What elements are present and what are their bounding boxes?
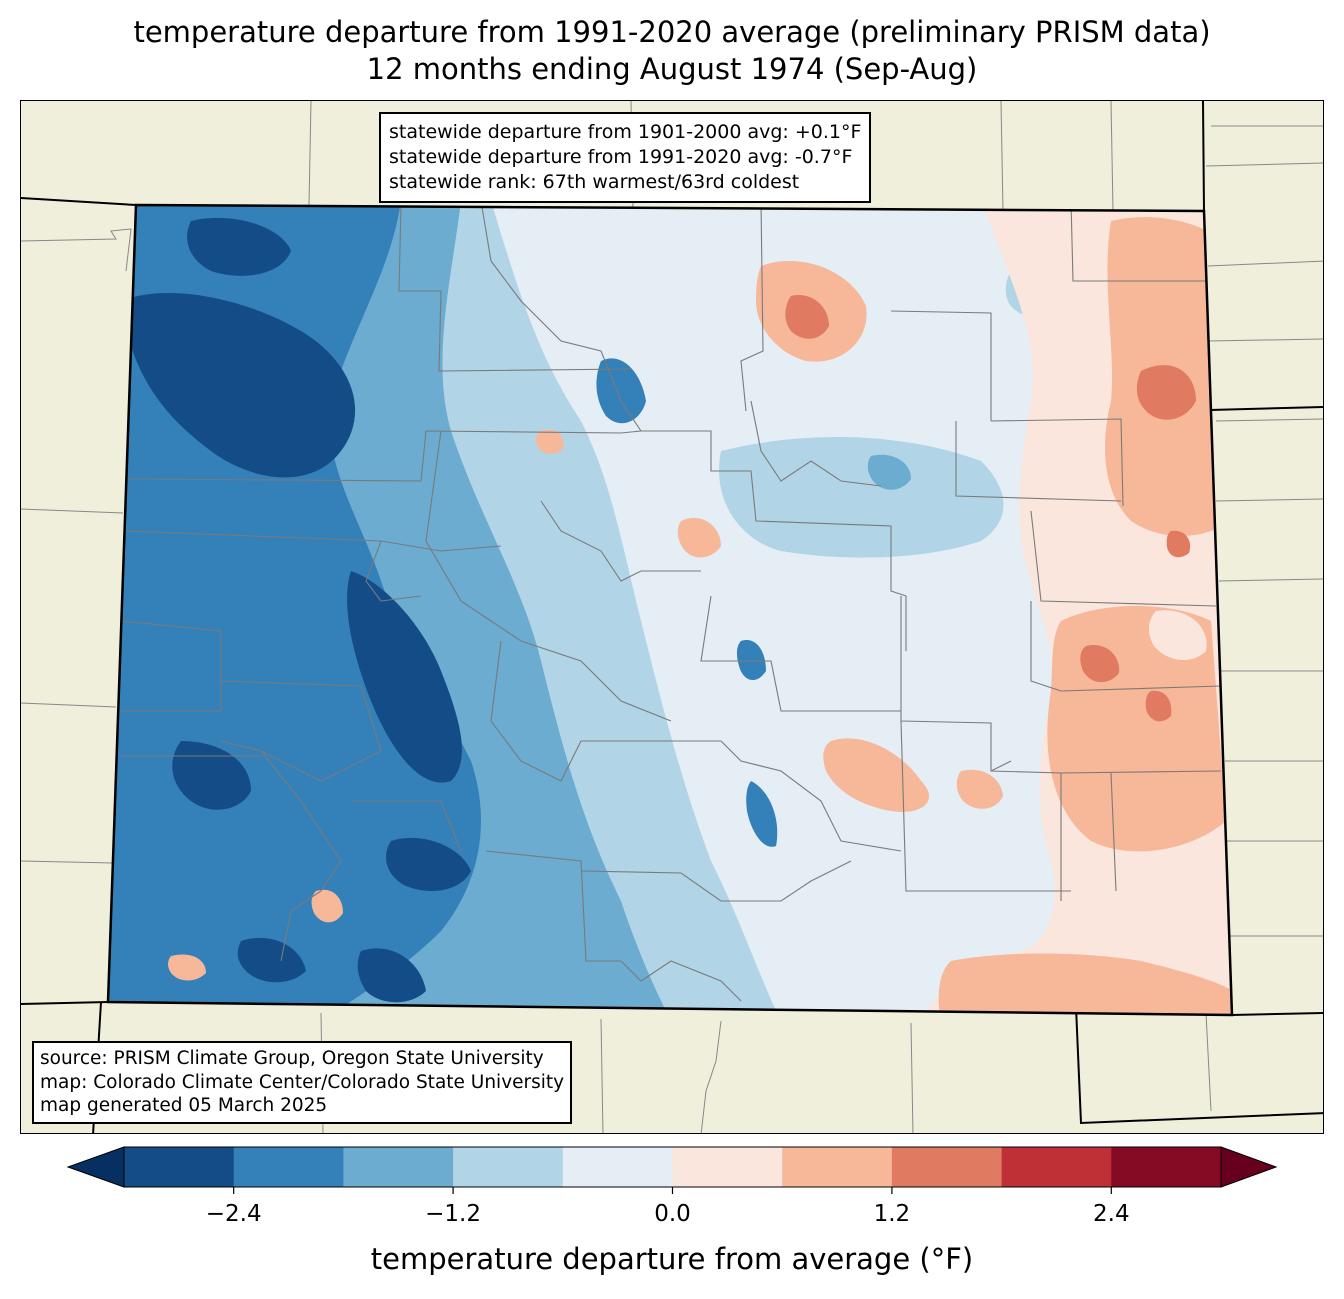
- colorbar-tick-label: −2.4: [206, 1201, 262, 1227]
- colorbar-cell: [562, 1147, 673, 1187]
- colorbar-cell: [124, 1147, 235, 1187]
- colorbar-tick-label: 1.2: [874, 1201, 911, 1227]
- colorbar-cell: [891, 1147, 1003, 1187]
- colorbar-cell: [672, 1147, 783, 1187]
- colorbar-cell: [782, 1147, 893, 1187]
- map-title: temperature departure from 1991-2020 ave…: [0, 14, 1344, 88]
- colorbar-tick-label: 0.0: [654, 1201, 691, 1227]
- colorbar-under-extension: [66, 1146, 125, 1188]
- colorbar: −2.4 −1.2 0.0 1.2 2.4: [66, 1146, 1278, 1227]
- colorbar-over-extension: [1220, 1146, 1278, 1188]
- colorbar-cell: [233, 1147, 344, 1187]
- temperature-field[interactable]: [101, 201, 1241, 1021]
- statewide-stats-box: statewide departure from 1901-2000 avg: …: [379, 112, 872, 203]
- stats-line-2: statewide departure from 1991-2020 avg: …: [389, 146, 853, 168]
- neighbor-county-lines: [21, 101, 1323, 1133]
- title-line-2: 12 months ending August 1974 (Sep-Aug): [366, 52, 978, 86]
- colorado-map[interactable]: [21, 101, 1324, 1134]
- stats-line-1: statewide departure from 1901-2000 avg: …: [389, 121, 862, 143]
- colorado-border: [106, 203, 1234, 1017]
- title-line-1: temperature departure from 1991-2020 ave…: [133, 15, 1211, 49]
- source-line-3: map generated 05 March 2025: [40, 1095, 328, 1116]
- stats-line-3: statewide rank: 67th warmest/63rd coldes…: [389, 171, 800, 193]
- source-line-2: map: Colorado Climate Center/Colorado St…: [40, 1071, 565, 1093]
- colorbar-cell: [1001, 1147, 1112, 1187]
- colorbar-cell: [1111, 1147, 1222, 1187]
- colorbar-label: temperature departure from average (°F): [370, 1242, 974, 1276]
- county-lines: [120, 205, 1222, 1002]
- colorbar-tick-label: 2.4: [1093, 1201, 1130, 1227]
- source-box: source: PRISM Climate Group, Oregon Stat…: [32, 1041, 573, 1124]
- colorbar-cell: [343, 1147, 454, 1187]
- source-line-1: source: PRISM Climate Group, Oregon Stat…: [40, 1048, 544, 1069]
- map-panel[interactable]: statewide departure from 1901-2000 avg: …: [20, 100, 1324, 1134]
- colorbar-cell: [453, 1147, 564, 1187]
- colorbar-tick-label: −1.2: [425, 1201, 481, 1227]
